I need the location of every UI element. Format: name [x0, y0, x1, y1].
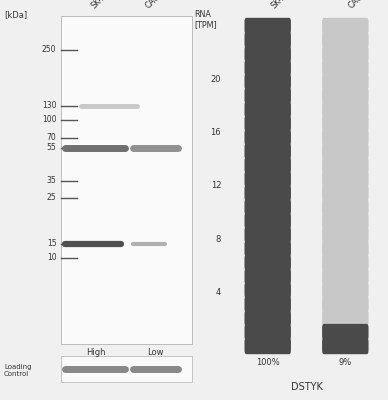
Text: 130: 130 — [42, 102, 57, 110]
Text: 35: 35 — [47, 176, 57, 185]
FancyBboxPatch shape — [322, 226, 369, 243]
Text: 100%: 100% — [256, 358, 280, 367]
FancyBboxPatch shape — [244, 171, 291, 187]
FancyBboxPatch shape — [244, 254, 291, 271]
FancyBboxPatch shape — [244, 143, 291, 160]
FancyBboxPatch shape — [244, 18, 291, 34]
FancyBboxPatch shape — [322, 254, 369, 271]
Text: 8: 8 — [216, 235, 221, 244]
FancyBboxPatch shape — [244, 310, 291, 326]
Text: 9%: 9% — [339, 358, 352, 367]
FancyBboxPatch shape — [322, 18, 369, 34]
FancyBboxPatch shape — [244, 240, 291, 257]
Text: CACO-2: CACO-2 — [144, 0, 172, 10]
FancyBboxPatch shape — [322, 157, 369, 173]
Text: 12: 12 — [211, 182, 221, 190]
FancyBboxPatch shape — [322, 129, 369, 146]
FancyBboxPatch shape — [244, 46, 291, 62]
FancyBboxPatch shape — [244, 60, 291, 76]
Text: RNA
[TPM]: RNA [TPM] — [194, 10, 217, 29]
FancyBboxPatch shape — [244, 157, 291, 173]
Text: 4: 4 — [216, 288, 221, 297]
FancyBboxPatch shape — [244, 324, 291, 340]
FancyBboxPatch shape — [244, 296, 291, 312]
FancyBboxPatch shape — [322, 185, 369, 201]
FancyBboxPatch shape — [322, 60, 369, 76]
FancyBboxPatch shape — [322, 171, 369, 187]
FancyBboxPatch shape — [322, 199, 369, 215]
Text: 250: 250 — [42, 46, 57, 54]
Text: 100: 100 — [42, 116, 57, 124]
FancyBboxPatch shape — [322, 268, 369, 285]
FancyBboxPatch shape — [244, 115, 291, 132]
FancyBboxPatch shape — [322, 338, 369, 354]
FancyBboxPatch shape — [244, 338, 291, 354]
Text: 15: 15 — [47, 240, 57, 248]
Text: 10: 10 — [47, 254, 57, 262]
FancyBboxPatch shape — [244, 268, 291, 285]
Text: 20: 20 — [211, 75, 221, 84]
Text: [kDa]: [kDa] — [4, 10, 27, 19]
Text: 16: 16 — [211, 128, 221, 137]
FancyBboxPatch shape — [322, 212, 369, 229]
FancyBboxPatch shape — [322, 101, 369, 118]
FancyBboxPatch shape — [244, 185, 291, 201]
FancyBboxPatch shape — [322, 240, 369, 257]
Text: Low: Low — [147, 348, 164, 357]
Text: 55: 55 — [47, 144, 57, 152]
FancyBboxPatch shape — [322, 282, 369, 298]
Text: SK-MEL-30: SK-MEL-30 — [90, 0, 125, 10]
FancyBboxPatch shape — [322, 87, 369, 104]
Text: 70: 70 — [47, 134, 57, 142]
FancyBboxPatch shape — [322, 46, 369, 62]
Text: SK-MEL-30: SK-MEL-30 — [269, 0, 305, 10]
Text: CACO-2: CACO-2 — [347, 0, 375, 10]
FancyBboxPatch shape — [61, 16, 192, 344]
FancyBboxPatch shape — [244, 226, 291, 243]
FancyBboxPatch shape — [244, 87, 291, 104]
FancyBboxPatch shape — [322, 32, 369, 48]
FancyBboxPatch shape — [322, 324, 369, 340]
Text: High: High — [86, 348, 106, 357]
FancyBboxPatch shape — [244, 129, 291, 146]
FancyBboxPatch shape — [244, 74, 291, 90]
FancyBboxPatch shape — [244, 282, 291, 298]
FancyBboxPatch shape — [322, 296, 369, 312]
Text: 25: 25 — [47, 194, 57, 202]
FancyBboxPatch shape — [322, 143, 369, 160]
FancyBboxPatch shape — [322, 115, 369, 132]
Text: DSTYK: DSTYK — [291, 382, 322, 392]
FancyBboxPatch shape — [244, 32, 291, 48]
Text: Loading
Control: Loading Control — [4, 364, 31, 376]
FancyBboxPatch shape — [61, 356, 192, 382]
FancyBboxPatch shape — [322, 74, 369, 90]
FancyBboxPatch shape — [244, 101, 291, 118]
FancyBboxPatch shape — [322, 310, 369, 326]
FancyBboxPatch shape — [244, 199, 291, 215]
FancyBboxPatch shape — [244, 212, 291, 229]
